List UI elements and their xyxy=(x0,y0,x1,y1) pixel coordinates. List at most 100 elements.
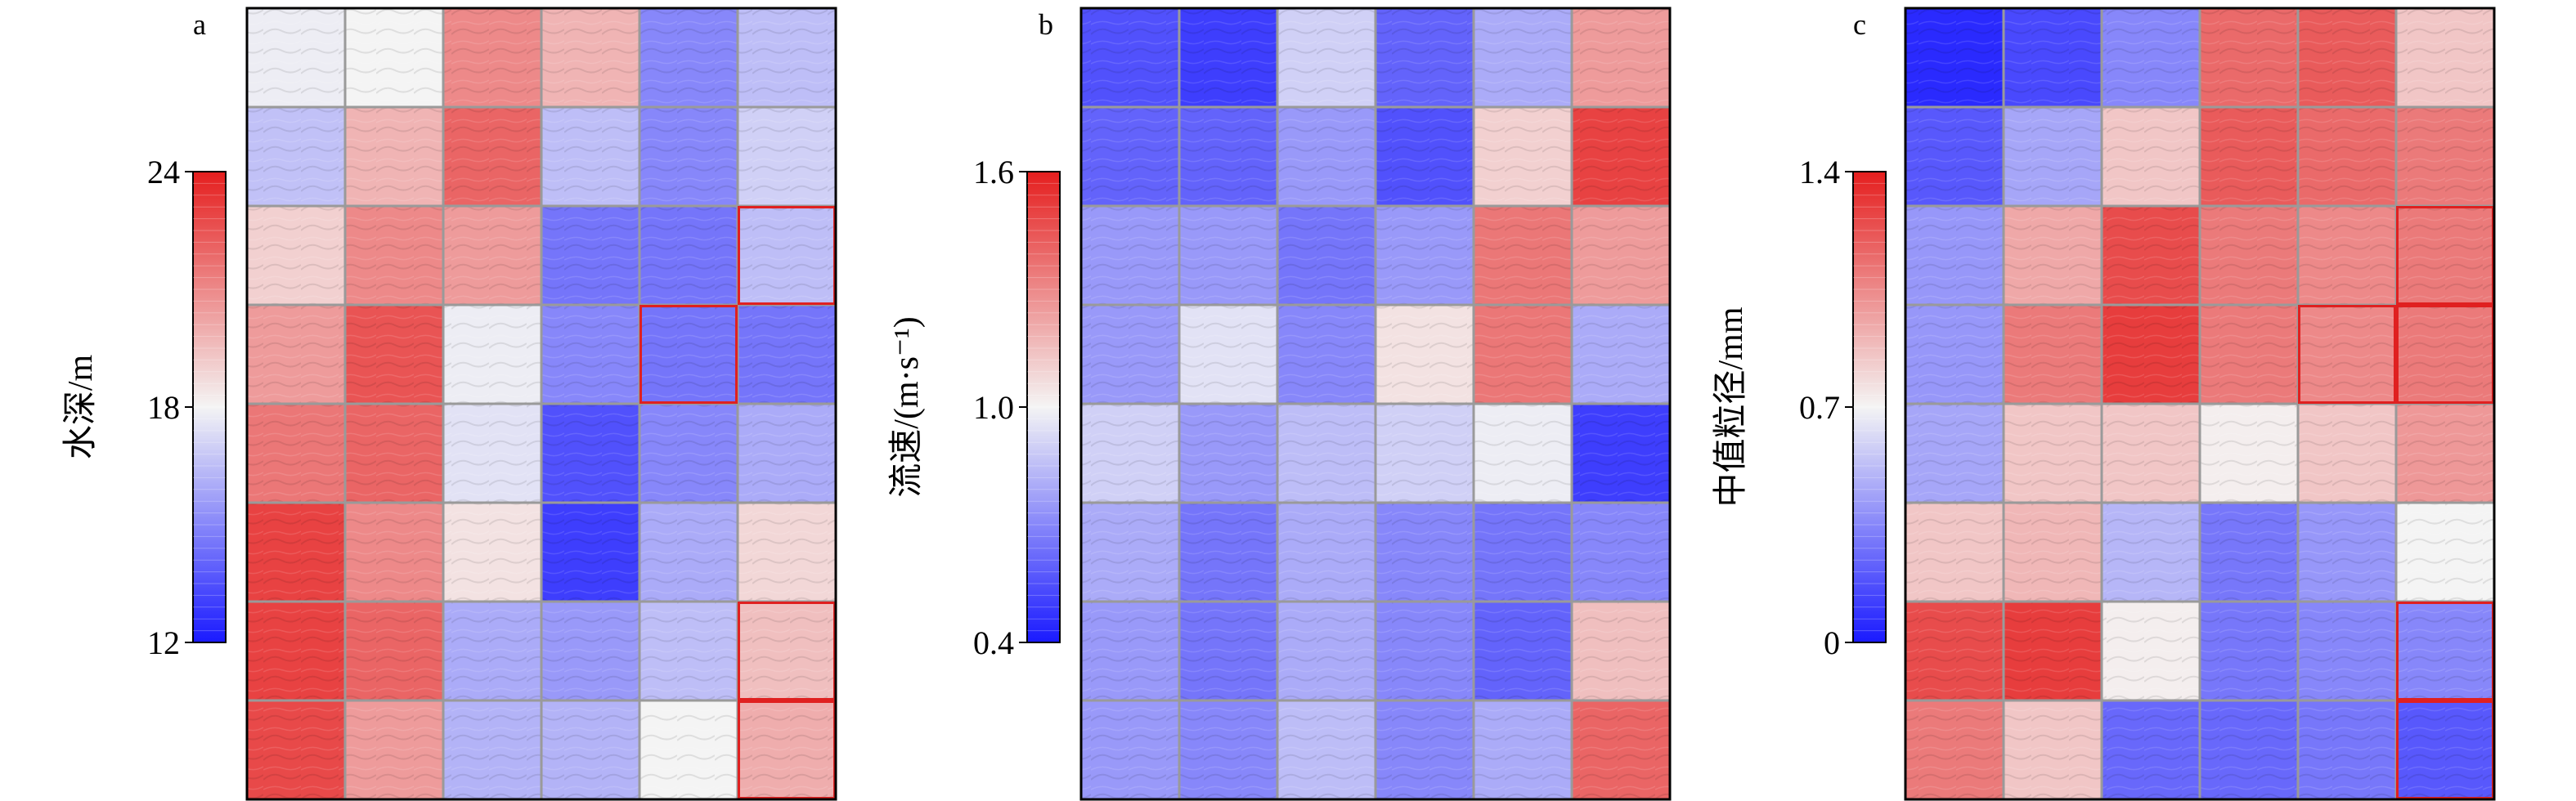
cell-texture xyxy=(2298,404,2396,503)
cell-texture xyxy=(640,206,738,305)
cell-texture xyxy=(1474,503,1572,602)
cell-texture xyxy=(1277,503,1376,602)
heatmap-frame xyxy=(245,7,837,801)
cell-texture xyxy=(2396,107,2494,206)
highlighted-cell xyxy=(640,305,738,404)
cell-texture xyxy=(1905,404,2004,503)
cell-texture xyxy=(2298,305,2396,404)
cell-texture xyxy=(738,8,836,107)
cell-texture xyxy=(2004,305,2102,404)
cell-texture xyxy=(1572,107,1670,206)
cell-texture xyxy=(1179,404,1277,503)
cell-texture xyxy=(2396,602,2494,700)
cell-texture xyxy=(2200,602,2298,700)
cell-texture xyxy=(1081,503,1179,602)
cell-texture xyxy=(1081,404,1179,503)
cell-texture xyxy=(1081,602,1179,700)
cell-texture xyxy=(1474,206,1572,305)
cell-texture xyxy=(738,700,836,799)
cell-texture xyxy=(1081,107,1179,206)
cell-texture xyxy=(738,206,836,305)
cell-texture xyxy=(541,602,640,700)
cell-texture xyxy=(1474,305,1572,404)
cell-texture xyxy=(1376,305,1474,404)
colorbar-tick-label: 1.0 xyxy=(973,389,1014,426)
cell-texture xyxy=(1376,602,1474,700)
cell-texture xyxy=(1474,404,1572,503)
cell-texture xyxy=(1572,206,1670,305)
cell-texture xyxy=(541,404,640,503)
cell-texture xyxy=(1376,8,1474,107)
cell-texture xyxy=(738,107,836,206)
cell-texture xyxy=(2200,503,2298,602)
cell-texture xyxy=(640,404,738,503)
panel-letter: b xyxy=(1039,8,1053,41)
cell-texture xyxy=(1179,700,1277,799)
cell-texture xyxy=(247,503,345,602)
cell-texture xyxy=(1277,8,1376,107)
colorbar-tick-label: 1.6 xyxy=(973,154,1014,190)
cell-texture xyxy=(2298,602,2396,700)
cell-texture xyxy=(247,700,345,799)
cell-texture xyxy=(738,503,836,602)
cell-texture xyxy=(2200,206,2298,305)
cell-texture xyxy=(1277,602,1376,700)
colorbar-tick-label: 12 xyxy=(147,624,180,661)
cell-texture xyxy=(541,503,640,602)
cell-texture xyxy=(1376,107,1474,206)
cell-texture xyxy=(2396,305,2494,404)
cell-texture xyxy=(1474,602,1572,700)
cell-texture xyxy=(1179,107,1277,206)
cell-texture xyxy=(1376,700,1474,799)
cell-texture xyxy=(541,305,640,404)
cell-texture xyxy=(1179,206,1277,305)
heatmap-frame xyxy=(1079,7,1672,801)
cell-texture xyxy=(345,206,443,305)
cell-texture xyxy=(2200,8,2298,107)
colorbar-label: 中值粒径/mm xyxy=(1712,307,1750,507)
cell-texture xyxy=(1572,305,1670,404)
cell-texture xyxy=(1277,700,1376,799)
cell-texture xyxy=(640,503,738,602)
cell-texture xyxy=(1277,107,1376,206)
cell-texture xyxy=(247,305,345,404)
cell-texture xyxy=(247,206,345,305)
cell-texture xyxy=(345,602,443,700)
cell-texture xyxy=(1905,305,2004,404)
cell-texture xyxy=(2298,503,2396,602)
cell-texture xyxy=(345,305,443,404)
cell-texture xyxy=(1376,206,1474,305)
cell-texture xyxy=(640,602,738,700)
colorbar-label: 水深/m xyxy=(62,355,100,460)
colorbar-tick-label: 18 xyxy=(147,389,180,426)
cell-texture xyxy=(2004,206,2102,305)
cell-texture xyxy=(2102,700,2200,799)
heatmap-frame xyxy=(1904,7,2496,801)
cell-texture xyxy=(738,602,836,700)
cell-texture xyxy=(640,107,738,206)
cell-texture xyxy=(247,8,345,107)
colorbar-tick-label: 0.4 xyxy=(973,624,1014,661)
panel-a: a 24 18 12 水深/m xyxy=(62,7,837,801)
cell-texture xyxy=(2004,404,2102,503)
cell-texture xyxy=(1572,404,1670,503)
cell-texture xyxy=(2102,503,2200,602)
cell-texture xyxy=(2298,206,2396,305)
cell-texture xyxy=(1277,305,1376,404)
cell-texture xyxy=(1081,305,1179,404)
cell-texture xyxy=(541,107,640,206)
cell-texture xyxy=(640,305,738,404)
cell-texture xyxy=(1905,700,2004,799)
cell-texture xyxy=(443,700,541,799)
cell-texture xyxy=(1179,602,1277,700)
cell-texture xyxy=(345,8,443,107)
colorbar-tick-label: 0 xyxy=(1824,624,1840,661)
cell-texture xyxy=(640,8,738,107)
cell-texture xyxy=(2396,503,2494,602)
cell-texture xyxy=(2102,8,2200,107)
cell-texture xyxy=(1376,404,1474,503)
cell-texture xyxy=(541,700,640,799)
cell-texture xyxy=(2004,700,2102,799)
colorbar xyxy=(1852,171,1887,643)
